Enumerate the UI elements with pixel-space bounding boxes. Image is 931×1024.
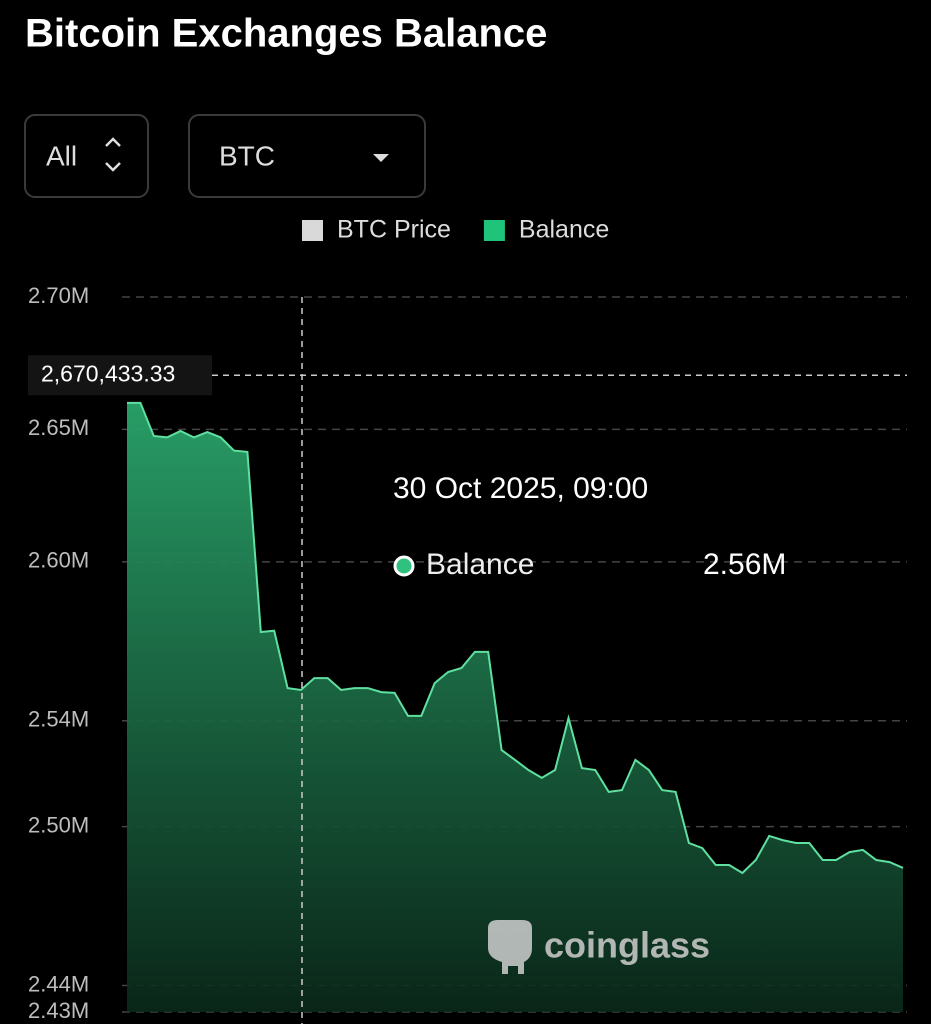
y-tick-label: 2.50M <box>28 812 89 837</box>
area <box>127 402 903 1012</box>
tooltip-date: 30 Oct 2025, 09:00 <box>393 472 648 505</box>
tooltip-series: Balance <box>426 548 534 581</box>
y-tick-label: 2.60M <box>28 548 89 573</box>
legend-swatch <box>302 220 323 241</box>
legend-swatch <box>483 220 505 241</box>
legend-label: BTC Price <box>337 216 451 244</box>
watermark-text: coinglass <box>544 925 710 966</box>
unit-selector-label: BTC <box>219 140 275 171</box>
crosshair-label-bg <box>28 355 212 396</box>
updown-icon <box>105 137 121 172</box>
watermark: coinglass <box>488 920 710 974</box>
chart-title: Bitcoin Exchanges Balance <box>25 12 547 56</box>
line <box>127 401 904 875</box>
tooltip-value: 2.56M <box>703 548 786 581</box>
dropdown-icon <box>373 154 389 162</box>
y-tick-label: 2.70M <box>28 283 89 308</box>
range-selector[interactable] <box>24 114 149 198</box>
y-tick-label: 2.65M <box>28 415 89 440</box>
crosshair-label: 2,670,433.33 <box>41 360 175 386</box>
y-tick-label: 2.44M <box>28 971 89 996</box>
watermark-logo <box>488 920 532 974</box>
y-tick-label: 2.43M <box>28 998 89 1023</box>
legend-label: Balance <box>519 216 609 244</box>
y-tick-label: 2.54M <box>28 707 89 732</box>
unit-selector[interactable] <box>188 114 426 198</box>
tooltip-dot <box>393 555 415 577</box>
range-selector-label: All <box>46 140 77 171</box>
